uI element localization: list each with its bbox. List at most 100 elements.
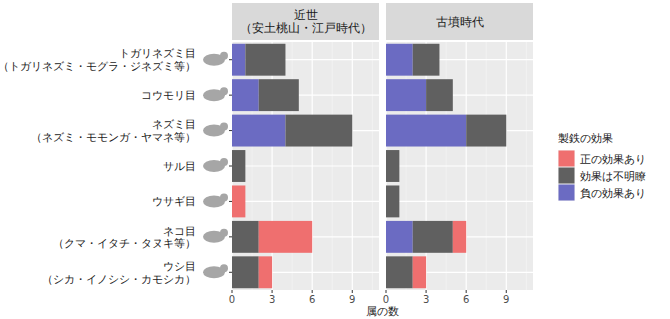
bar bbox=[232, 44, 245, 76]
tick bbox=[229, 59, 232, 60]
bar bbox=[245, 44, 285, 76]
bar bbox=[386, 221, 413, 253]
bar bbox=[439, 44, 440, 76]
category-label: コウモリ目 bbox=[141, 89, 196, 101]
bar bbox=[386, 256, 413, 288]
text-line: 近世 bbox=[294, 8, 318, 22]
bar bbox=[232, 150, 245, 182]
tick bbox=[272, 290, 273, 293]
icon-head bbox=[220, 52, 228, 60]
tick bbox=[229, 130, 232, 131]
animal-icon bbox=[203, 158, 228, 172]
tick bbox=[229, 95, 232, 96]
bar bbox=[386, 150, 399, 182]
text-line: （クマ・イタチ・タヌキ等） bbox=[53, 237, 196, 249]
bar bbox=[232, 79, 259, 111]
bar bbox=[285, 115, 352, 147]
bar bbox=[452, 79, 453, 111]
animal-icon bbox=[203, 52, 228, 66]
bar bbox=[259, 221, 312, 253]
legend-key bbox=[559, 185, 575, 201]
legend-key-bg bbox=[558, 184, 575, 201]
bar bbox=[259, 79, 299, 111]
text-line: サル目 bbox=[163, 160, 196, 172]
icon-head bbox=[220, 87, 228, 95]
facet-title: 古墳時代 bbox=[436, 15, 484, 29]
tick bbox=[229, 272, 232, 273]
category-label: ウサギ目 bbox=[152, 195, 196, 207]
text-line: 古墳時代 bbox=[436, 15, 484, 29]
facet-title: 近世（安土桃山・江戸時代） bbox=[240, 8, 372, 35]
text-line: ネコ目 bbox=[163, 225, 196, 237]
bar bbox=[232, 185, 245, 217]
legend-label: 負の効果あり bbox=[580, 187, 646, 199]
tick bbox=[229, 201, 232, 202]
facet: 古墳時代0369 bbox=[383, 3, 533, 305]
text-line: （トガリネズミ・モグラ・ジネズミ等） bbox=[0, 60, 196, 72]
grid-line bbox=[232, 201, 379, 202]
text-line: （ネズミ・モモンガ・ヤマネ等） bbox=[31, 131, 196, 143]
grid-line bbox=[232, 165, 379, 166]
text-line: （シカ・イノシシ・カモシカ） bbox=[42, 273, 196, 285]
tick bbox=[232, 290, 233, 293]
animal-icon bbox=[203, 87, 228, 101]
text-line: ネズミ目 bbox=[152, 118, 196, 130]
bar bbox=[466, 115, 506, 147]
animal-icon bbox=[203, 264, 228, 278]
bar bbox=[232, 221, 259, 253]
bar bbox=[426, 79, 453, 111]
icon-head bbox=[220, 229, 228, 237]
tick bbox=[312, 290, 313, 293]
animal-icon bbox=[203, 123, 228, 137]
tick bbox=[386, 290, 387, 293]
bar bbox=[399, 185, 400, 217]
icon-head bbox=[220, 123, 228, 131]
legend-label: 効果は不明瞭 bbox=[580, 170, 646, 182]
tick-label: 0 bbox=[229, 294, 235, 305]
bar bbox=[413, 221, 453, 253]
panel bbox=[232, 42, 379, 290]
bar bbox=[506, 115, 507, 147]
bar bbox=[232, 115, 285, 147]
chart: 近世（安土桃山・江戸時代）0369トガリネズミ目（トガリネズミ・モグラ・ジネズミ… bbox=[0, 0, 670, 319]
facet: 近世（安土桃山・江戸時代）0369トガリネズミ目（トガリネズミ・モグラ・ジネズミ… bbox=[0, 3, 379, 305]
text-line: ウシ目 bbox=[163, 260, 196, 272]
bar bbox=[245, 150, 246, 182]
strip bbox=[386, 3, 533, 40]
tick-label: 9 bbox=[349, 294, 355, 305]
bar bbox=[413, 44, 440, 76]
category-label: ネコ目（クマ・イタチ・タヌキ等） bbox=[53, 225, 196, 250]
bar bbox=[386, 79, 426, 111]
bar bbox=[298, 79, 299, 111]
tick bbox=[426, 290, 427, 293]
bar bbox=[413, 256, 426, 288]
strip bbox=[232, 3, 379, 40]
tick bbox=[229, 166, 232, 167]
tick-label: 3 bbox=[423, 294, 429, 305]
tick bbox=[466, 290, 467, 293]
legend-key bbox=[559, 151, 575, 167]
icon-head bbox=[220, 264, 228, 272]
tick bbox=[352, 290, 353, 293]
category-label: サル目 bbox=[163, 160, 196, 172]
bars bbox=[232, 44, 352, 288]
category-label: ネズミ目（ネズミ・モモンガ・ヤマネ等） bbox=[31, 118, 196, 143]
tick-label: 6 bbox=[463, 294, 469, 305]
legend-key bbox=[559, 168, 575, 184]
tick-label: 9 bbox=[503, 294, 509, 305]
text-line: ウサギ目 bbox=[152, 195, 196, 207]
bar bbox=[232, 256, 259, 288]
legend-key-bg bbox=[558, 167, 575, 184]
axis-title: 属の数 bbox=[366, 305, 399, 318]
tick-label: 3 bbox=[269, 294, 275, 305]
text-line: （安土桃山・江戸時代） bbox=[240, 21, 372, 35]
legend-title: 製鉄の効果 bbox=[558, 132, 613, 145]
bar bbox=[386, 115, 466, 147]
text-line: コウモリ目 bbox=[141, 89, 196, 101]
category-label: ウシ目（シカ・イノシシ・カモシカ） bbox=[42, 260, 196, 285]
bar bbox=[386, 185, 399, 217]
grid-line bbox=[386, 165, 533, 166]
panel bbox=[386, 42, 533, 290]
animal-icon bbox=[203, 193, 228, 207]
bar bbox=[386, 44, 413, 76]
